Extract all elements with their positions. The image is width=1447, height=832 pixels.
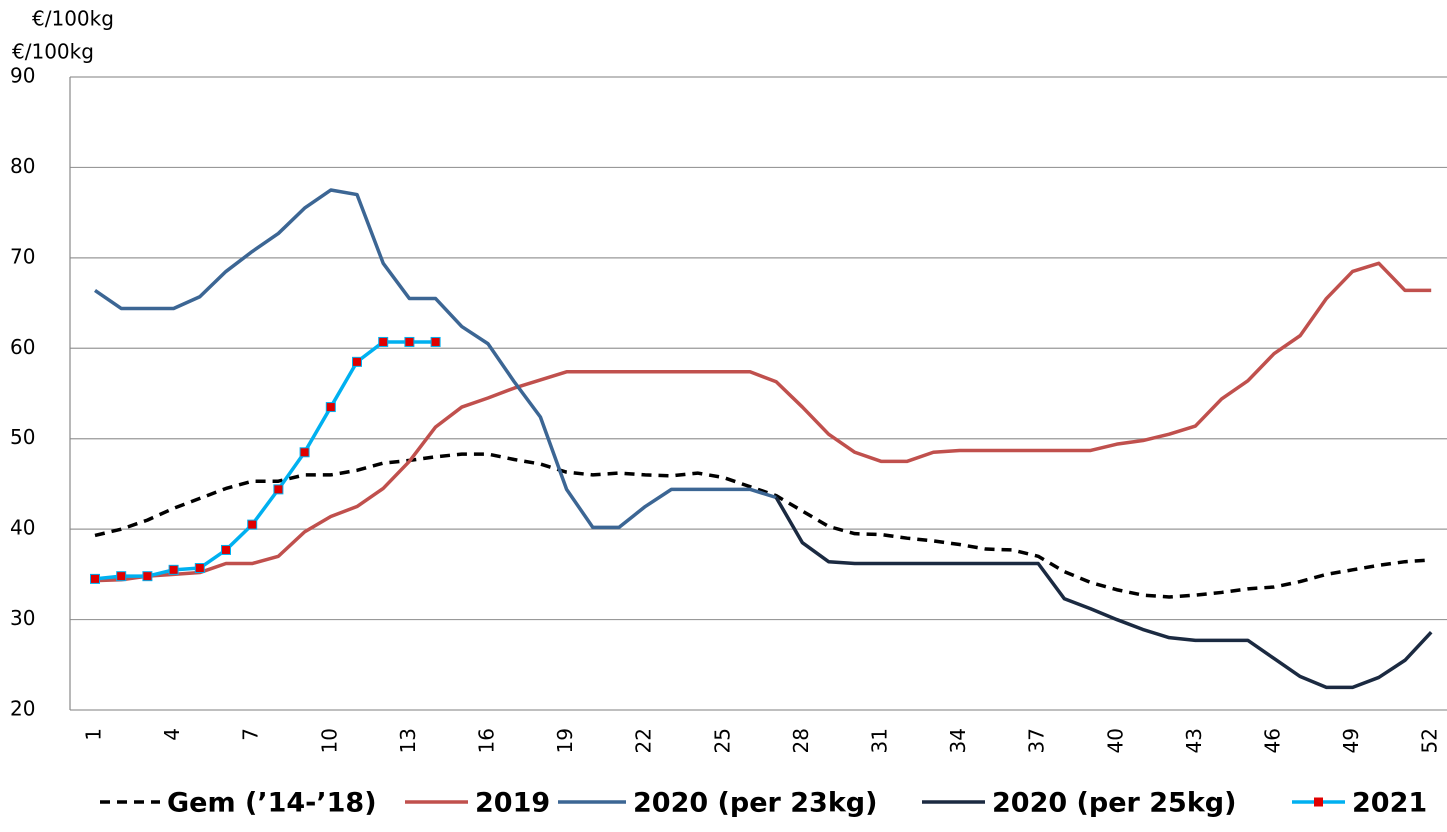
series-marker bbox=[273, 484, 284, 495]
series-line bbox=[94, 188, 777, 530]
y-axis-label: €/100kg bbox=[12, 40, 94, 64]
series-marker bbox=[430, 336, 441, 347]
y-tick-label: 50 bbox=[10, 425, 35, 449]
x-tick-label: 7 bbox=[239, 728, 263, 741]
x-tick-label: 31 bbox=[868, 728, 892, 753]
x-tick-label: 19 bbox=[553, 728, 577, 753]
legend-label: 2020 (per 25kg) bbox=[992, 788, 1236, 819]
y-tick-label: 40 bbox=[10, 516, 35, 540]
series-marker bbox=[90, 573, 100, 584]
series-marker bbox=[116, 571, 127, 582]
x-tick-label: 43 bbox=[1182, 728, 1206, 753]
x-tick-label: 16 bbox=[475, 728, 499, 753]
series-marker bbox=[325, 402, 336, 413]
x-tick-label: 10 bbox=[317, 728, 341, 753]
x-tick-label: 4 bbox=[160, 728, 184, 741]
y-tick-label: 60 bbox=[10, 335, 35, 359]
series-line bbox=[94, 261, 1432, 583]
x-tick-label: 52 bbox=[1418, 728, 1442, 753]
series-line bbox=[774, 496, 1433, 690]
series-marker bbox=[168, 564, 179, 575]
series-marker bbox=[194, 563, 205, 574]
y-axis-label: €/100kg bbox=[32, 7, 114, 31]
x-tick-label: 25 bbox=[710, 728, 734, 753]
series-marker bbox=[378, 336, 389, 347]
y-tick-label: 20 bbox=[10, 697, 35, 721]
series-line bbox=[94, 452, 1432, 599]
y-tick-label: 30 bbox=[10, 606, 35, 630]
x-tick-label: 37 bbox=[1025, 728, 1049, 753]
series-marker bbox=[142, 571, 153, 582]
legend-label: Gem (’14-’18) bbox=[167, 788, 377, 819]
series-marker bbox=[404, 336, 415, 347]
x-tick-label: 28 bbox=[789, 728, 813, 753]
x-tick-label: 40 bbox=[1103, 728, 1127, 753]
y-tick-label: 70 bbox=[10, 244, 35, 268]
series-line bbox=[94, 340, 436, 581]
legend-label: 2019 bbox=[475, 788, 550, 819]
x-tick-label: 22 bbox=[632, 728, 656, 753]
legend-label: 2021 bbox=[1352, 788, 1427, 819]
x-tick-label: 1 bbox=[82, 728, 106, 741]
series-marker bbox=[352, 356, 362, 367]
series-marker bbox=[247, 519, 258, 530]
legend-label: 2020 (per 23kg) bbox=[633, 788, 877, 819]
series-marker bbox=[299, 447, 310, 458]
x-tick-label: 49 bbox=[1339, 728, 1363, 753]
y-tick-label: 80 bbox=[10, 154, 35, 178]
legend-marker bbox=[1314, 797, 1323, 807]
series-marker bbox=[221, 544, 231, 555]
x-tick-label: 34 bbox=[946, 728, 970, 753]
y-tick-label: 90 bbox=[10, 64, 35, 88]
x-tick-label: 46 bbox=[1261, 728, 1285, 753]
x-tick-label: 13 bbox=[396, 728, 420, 753]
